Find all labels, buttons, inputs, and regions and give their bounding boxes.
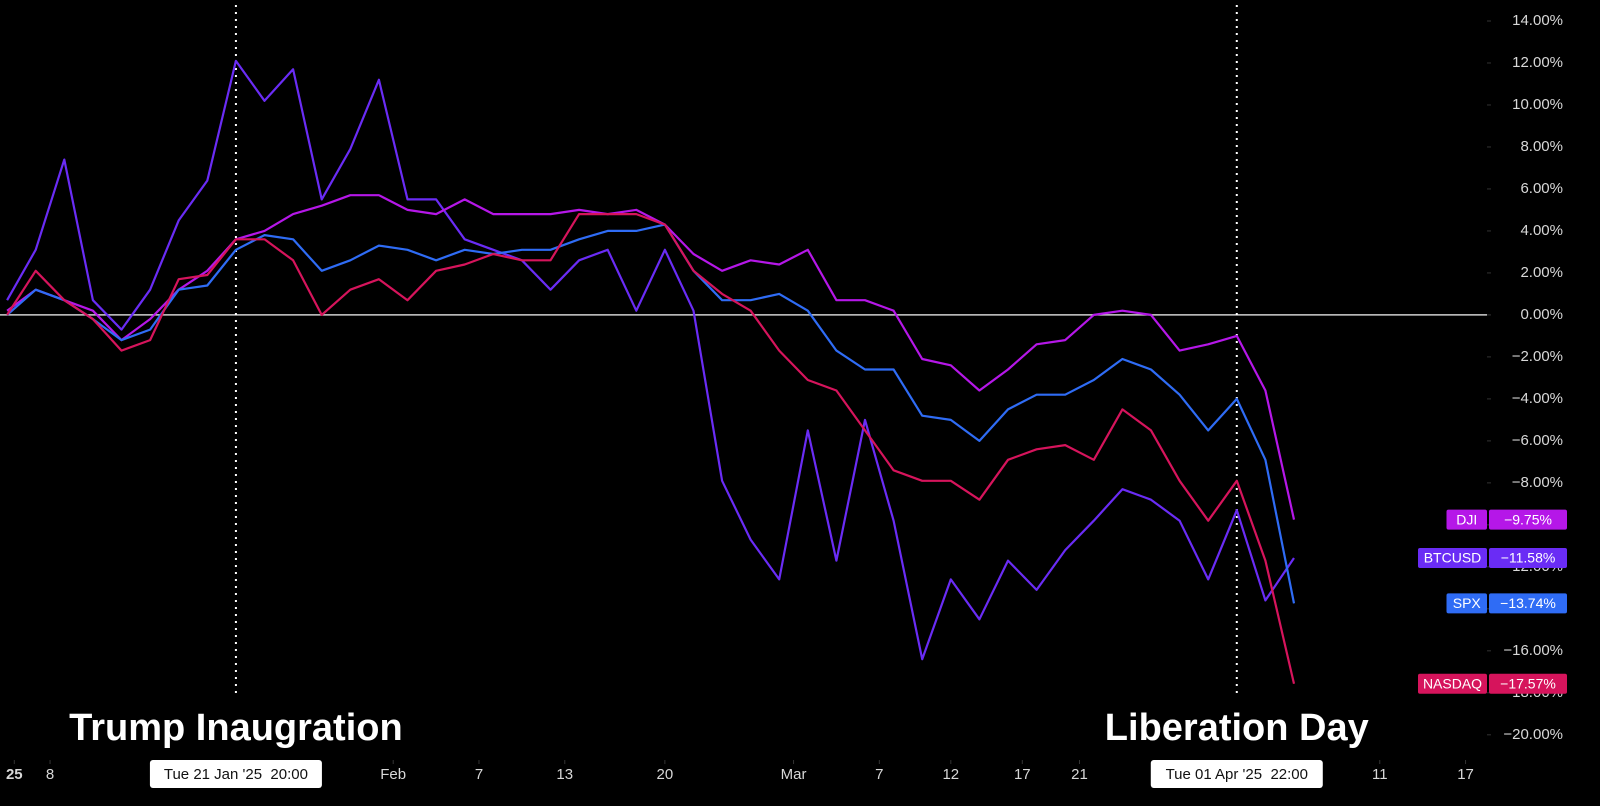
y-tick-label: −2.00% [1512,348,1563,365]
y-tick-label: −6.00% [1512,432,1563,449]
x-tick-label: 21 [1071,766,1088,783]
y-tick-label: −4.00% [1512,390,1563,407]
value-label: −13.74% [1500,595,1556,611]
value-label: −9.75% [1504,511,1552,527]
x-tick-label: 17 [1014,766,1031,783]
x-tick-label: 20 [657,766,674,783]
y-tick-label: 12.00% [1512,54,1563,71]
value-label: −17.57% [1500,675,1556,691]
legend-label: SPX [1453,595,1482,611]
y-tick-label: −20.00% [1503,726,1563,743]
value-label: −11.58% [1501,550,1556,566]
x-tick-label: 12 [942,766,959,783]
tag-name-box [1446,509,1487,530]
y-tick-label: −16.00% [1503,642,1563,659]
y-tick-label: −8.00% [1512,474,1563,491]
tag-name-box [1418,673,1487,694]
tag-name-box [1446,593,1487,614]
tag-value-box [1489,548,1567,569]
x-tick-label: 7 [475,766,483,783]
legend-label: BTCUSD [1424,550,1482,566]
x-tick-label: Mar [781,766,807,783]
series-line [6,194,1296,520]
x-tick-label: 7 [875,766,883,783]
y-tick-label: 14.00% [1512,12,1563,29]
legend-label: NASDAQ [1423,675,1482,691]
tag-value-box [1489,673,1567,694]
crosshair-label: Tue 21 Jan '25 20:00 [164,766,308,783]
y-tick-label: 6.00% [1520,180,1563,197]
crosshair-label: Tue 01 Apr '25 22:00 [1166,766,1308,783]
event-title: Liberation Day [1105,707,1369,749]
y-tick-label: 10.00% [1512,96,1563,113]
tag-value-box [1489,509,1567,530]
y-tick-label: 8.00% [1520,138,1563,155]
series-line [6,59,1295,661]
x-tick-label: 17 [1457,766,1474,783]
x-tick-label: Feb [380,766,406,783]
x-tick-label: 11 [1372,766,1388,783]
crosshair-label-box [149,760,322,788]
x-tick-label: 25 [6,766,23,783]
x-tick-label: 8 [46,766,54,783]
event-title: Trump Inaugration [69,707,403,749]
legend-label: DJI [1456,511,1477,527]
series-line [6,223,1296,604]
tag-name-box [1418,548,1487,569]
x-tick-label: 13 [556,766,573,783]
tag-value-box [1489,593,1567,614]
crosshair-label-box [1150,760,1323,788]
y-tick-label: 2.00% [1520,264,1563,281]
y-tick-label: 0.00% [1520,306,1563,323]
series-line [6,213,1296,685]
y-tick-label: 4.00% [1520,222,1563,239]
